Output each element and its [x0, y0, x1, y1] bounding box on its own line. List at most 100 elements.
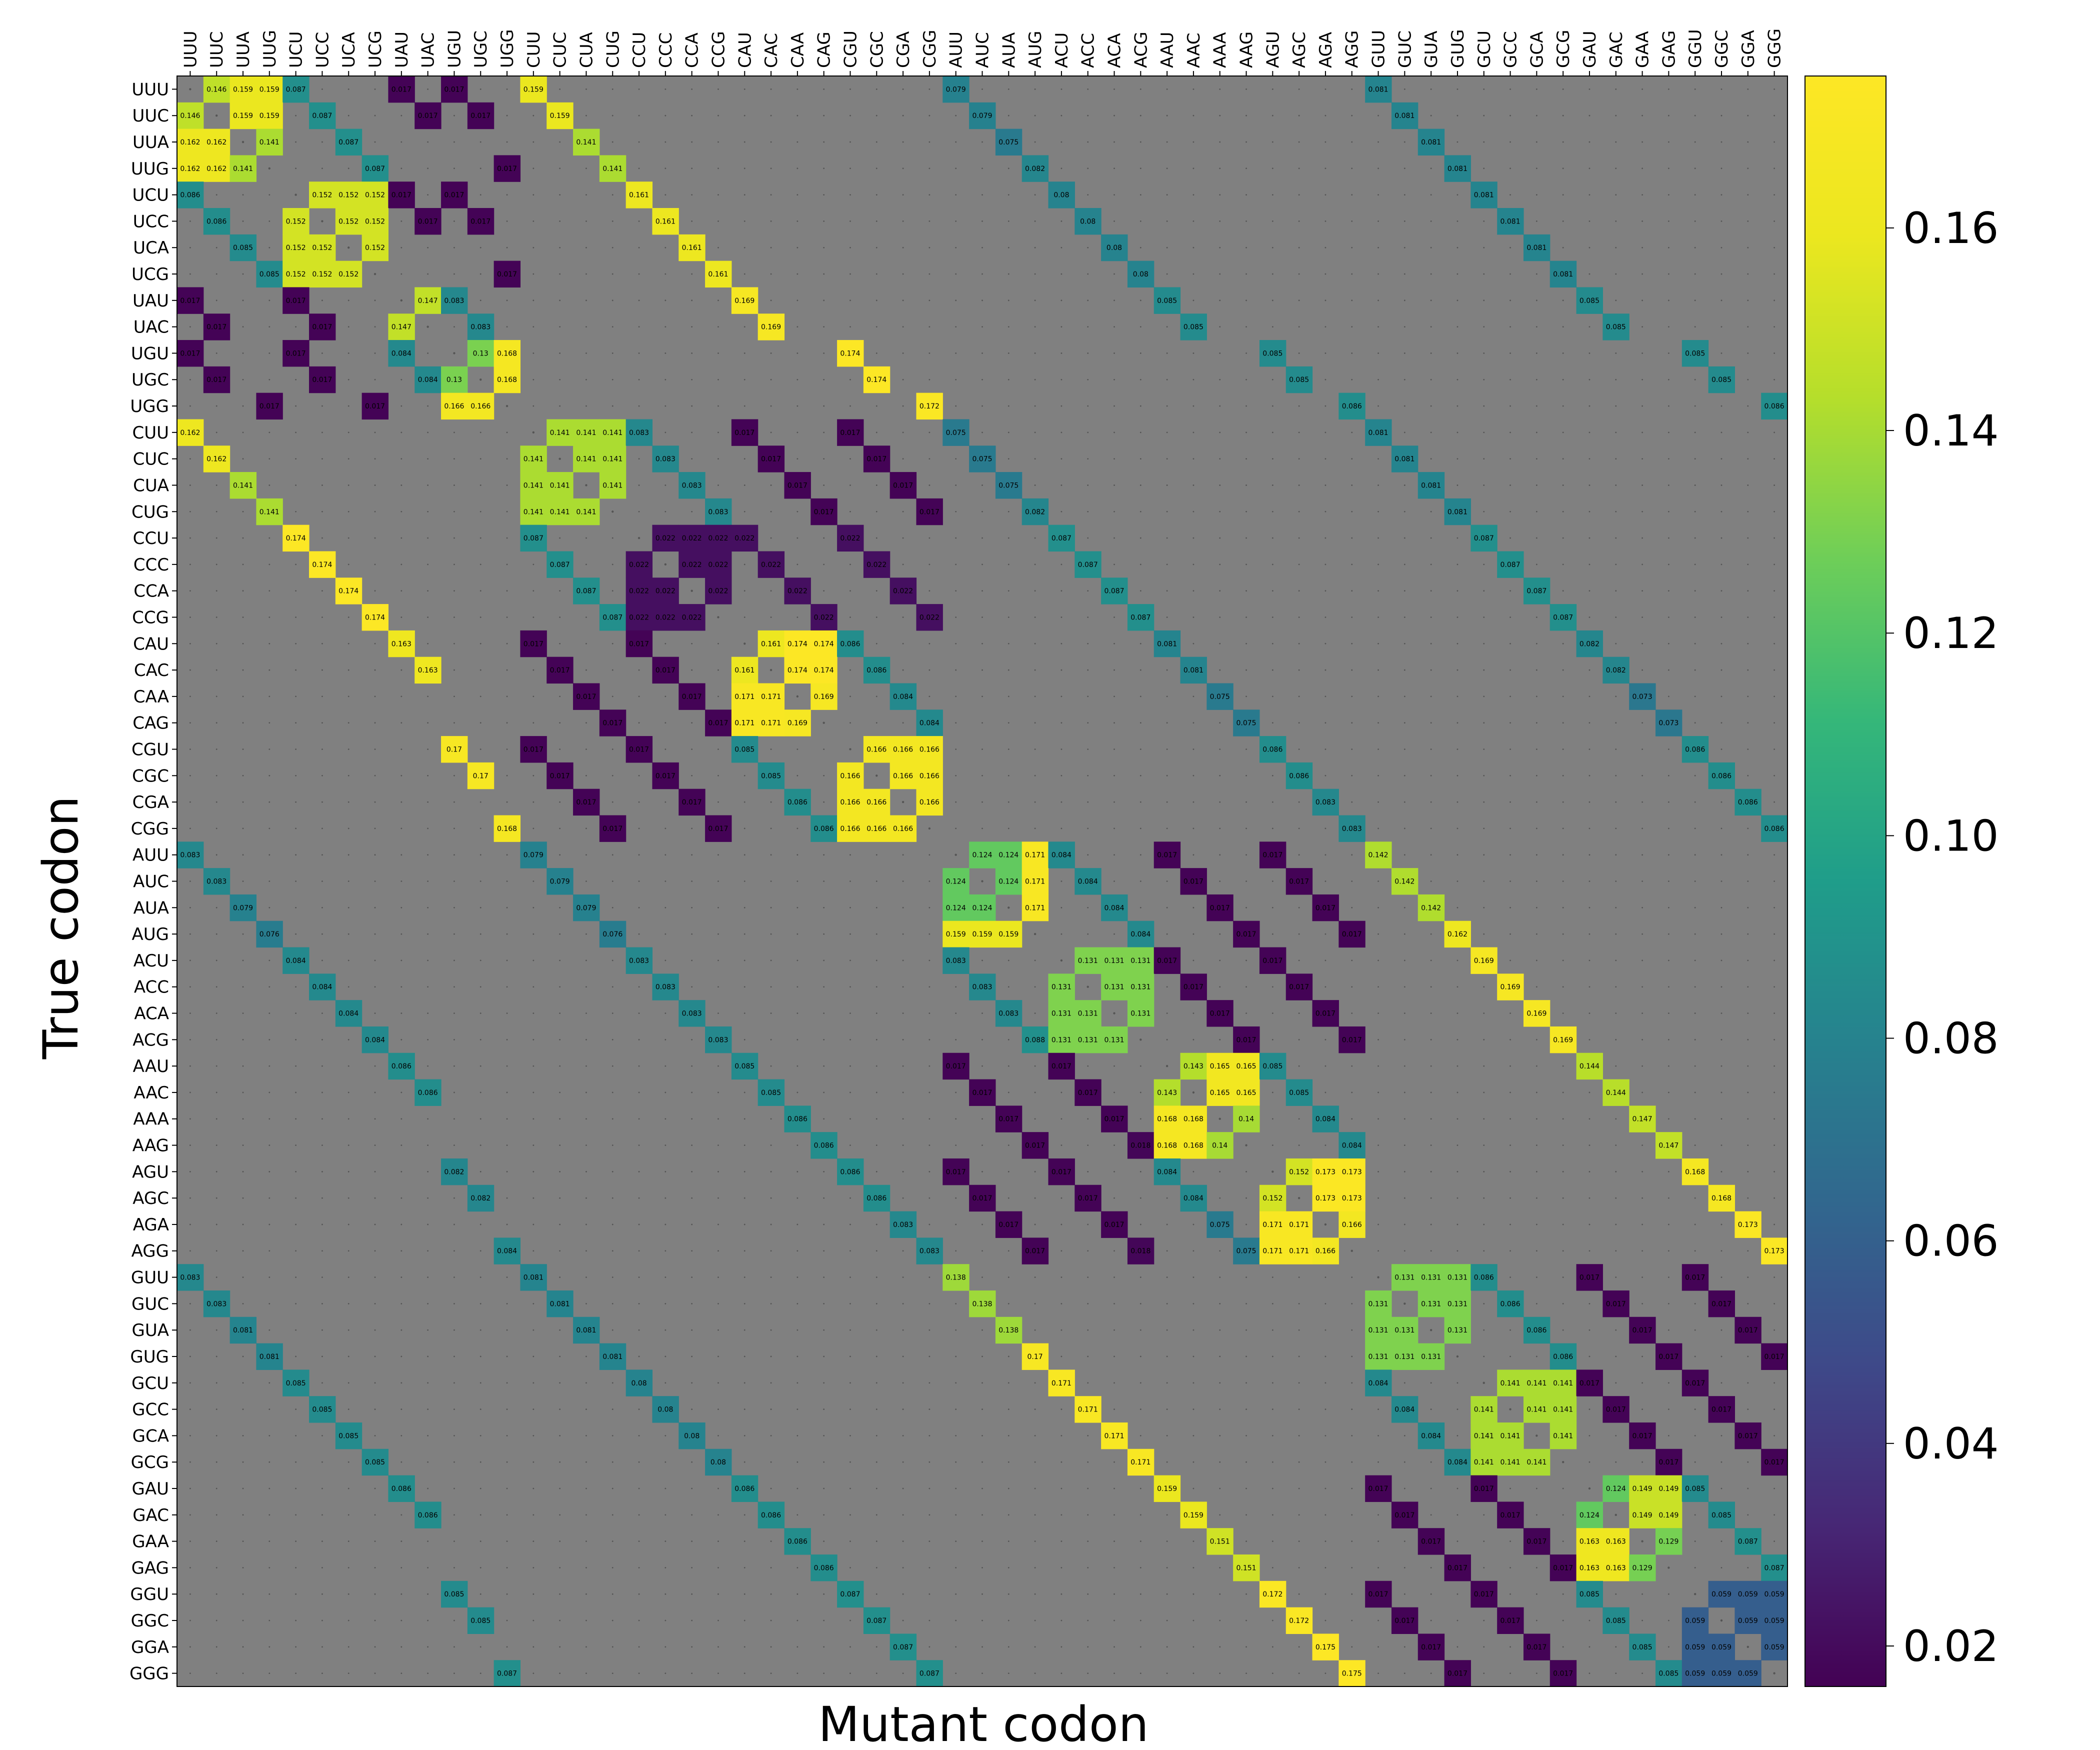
cell-value-label: 0.086	[1474, 1274, 1494, 1282]
empty-cell-dot	[532, 1382, 534, 1384]
empty-cell-dot	[1588, 194, 1590, 196]
empty-cell-dot	[559, 88, 561, 90]
empty-cell-dot	[1536, 88, 1538, 90]
empty-cell-dot	[1114, 1408, 1115, 1410]
empty-cell-dot	[454, 1356, 455, 1358]
empty-cell-dot	[242, 326, 244, 328]
empty-cell-dot	[1008, 1038, 1010, 1040]
empty-cell-dot	[664, 273, 666, 275]
empty-cell-dot	[823, 194, 825, 196]
empty-cell-dot	[1192, 1488, 1194, 1490]
empty-cell-dot	[532, 141, 534, 143]
x-tick-label: CCA	[682, 32, 702, 68]
empty-cell-dot	[374, 1593, 376, 1595]
empty-cell-dot	[1378, 1620, 1379, 1622]
empty-cell-dot	[770, 1329, 772, 1331]
heatmap-cell	[1048, 974, 1075, 1000]
cell-value-label: 0.124	[972, 852, 992, 860]
heatmap-cell	[203, 868, 230, 895]
heatmap-cell	[1180, 656, 1207, 684]
empty-cell-dot	[1588, 854, 1590, 856]
empty-cell-dot	[1219, 564, 1221, 566]
empty-cell-dot	[718, 1672, 719, 1674]
empty-cell-dot	[321, 220, 324, 222]
empty-cell-dot	[1774, 326, 1775, 328]
empty-cell-dot	[1510, 1593, 1511, 1595]
empty-cell-dot	[1483, 1250, 1485, 1252]
empty-cell-dot	[1720, 696, 1722, 698]
empty-cell-dot	[454, 432, 455, 434]
empty-cell-dot	[559, 801, 561, 803]
empty-cell-dot	[322, 300, 323, 302]
empty-cell-dot	[532, 1329, 534, 1331]
empty-cell-dot	[876, 1329, 878, 1331]
empty-cell-dot	[718, 1118, 719, 1120]
empty-cell-dot	[1351, 458, 1353, 460]
empty-cell-dot	[928, 854, 930, 856]
empty-cell-dot	[374, 1224, 376, 1226]
empty-cell-dot	[796, 1514, 798, 1516]
empty-cell-dot	[1483, 669, 1485, 671]
empty-cell-dot	[506, 590, 508, 592]
heatmap-cell	[890, 1211, 917, 1238]
empty-cell-dot	[1246, 616, 1247, 618]
empty-cell-dot	[796, 1250, 798, 1252]
cell-value-label: 0.075	[1236, 1248, 1256, 1256]
empty-cell-dot	[744, 590, 746, 592]
heatmap-cell	[1312, 1106, 1339, 1132]
empty-cell-dot	[190, 1646, 191, 1648]
empty-cell-dot	[322, 616, 323, 618]
cell-value-label: 0.142	[1421, 904, 1441, 912]
empty-cell-dot	[1140, 1224, 1142, 1226]
empty-cell-dot	[876, 1514, 878, 1516]
empty-cell-dot	[1114, 854, 1115, 856]
empty-cell-dot	[1087, 669, 1089, 671]
empty-cell-dot	[1747, 141, 1749, 143]
empty-cell-dot	[1510, 1488, 1511, 1490]
empty-cell-dot	[1060, 669, 1062, 671]
empty-cell-dot	[559, 696, 561, 698]
empty-cell-dot	[1298, 801, 1300, 803]
heatmap-cell	[467, 340, 494, 367]
heatmap-cell	[494, 260, 521, 288]
empty-cell-dot	[1140, 1382, 1142, 1384]
empty-cell-dot	[586, 774, 587, 776]
empty-cell-dot	[796, 141, 798, 143]
empty-cell-dot	[1668, 1434, 1670, 1436]
empty-cell-dot	[1008, 352, 1010, 354]
empty-cell-dot	[242, 722, 244, 724]
heatmap-cell	[1206, 1000, 1234, 1027]
empty-cell-dot	[400, 986, 402, 988]
empty-cell-dot	[1246, 1170, 1247, 1172]
empty-cell-dot	[1034, 220, 1036, 222]
cell-value-label: 0.147	[1632, 1116, 1652, 1124]
heatmap-cell	[282, 287, 310, 314]
empty-cell-dot	[1588, 458, 1590, 460]
empty-cell-dot	[216, 484, 218, 486]
empty-cell-dot	[1404, 537, 1406, 539]
y-tick-label: AUU	[132, 846, 169, 866]
empty-cell-dot	[586, 722, 587, 724]
empty-cell-dot	[1404, 748, 1406, 750]
empty-cell-dot	[1246, 537, 1247, 539]
empty-cell-dot	[374, 378, 376, 380]
cell-value-label: 0.079	[946, 86, 966, 94]
heatmap-cell	[652, 604, 679, 631]
empty-cell-dot	[532, 1514, 534, 1516]
x-tick-label: CUU	[524, 31, 544, 68]
empty-cell-dot	[718, 906, 719, 908]
empty-cell-dot	[1720, 986, 1722, 988]
empty-cell-dot	[850, 246, 851, 248]
empty-cell-dot	[1378, 114, 1379, 116]
empty-cell-dot	[1298, 1540, 1300, 1542]
cell-value-label: 0.086	[734, 1485, 754, 1493]
empty-cell-dot	[1483, 220, 1485, 222]
empty-cell-dot	[1034, 405, 1036, 407]
empty-cell-dot	[1774, 1144, 1775, 1146]
empty-cell-dot	[1324, 1144, 1326, 1146]
empty-cell-dot	[426, 326, 429, 328]
empty-cell-dot	[348, 168, 350, 170]
empty-cell-dot	[1694, 1302, 1696, 1304]
heatmap-cell	[995, 128, 1022, 156]
empty-cell-dot	[1192, 1356, 1194, 1358]
